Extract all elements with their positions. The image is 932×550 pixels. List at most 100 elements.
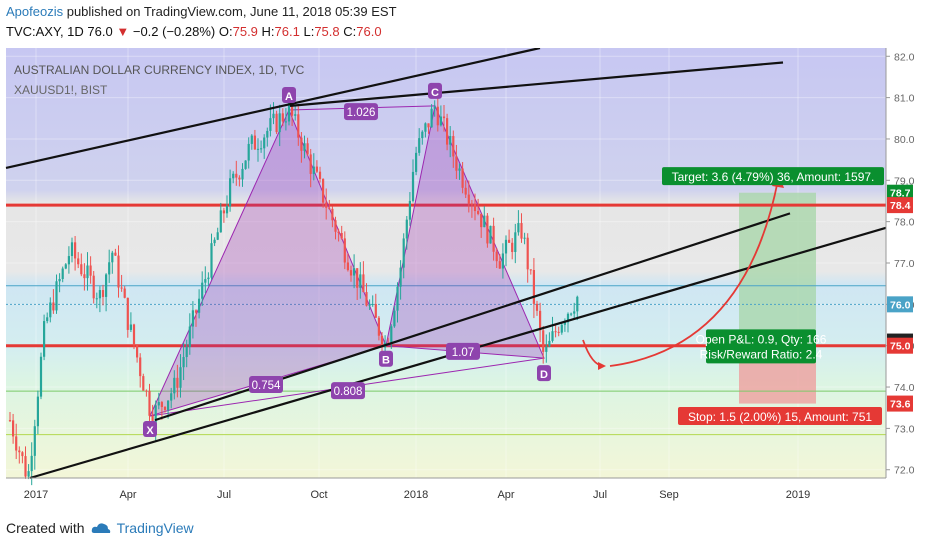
candle-body bbox=[12, 420, 15, 437]
candle-body bbox=[281, 113, 284, 122]
pattern-point-badge bbox=[537, 365, 551, 382]
candle-body bbox=[520, 223, 523, 239]
tradingview-brand[interactable]: TradingView bbox=[116, 520, 194, 536]
candle-body bbox=[33, 426, 36, 456]
candle-body bbox=[238, 177, 241, 180]
author-link[interactable]: Apofeozis bbox=[6, 4, 64, 19]
candle-body bbox=[334, 220, 337, 232]
upper-trendline-2 bbox=[289, 61, 784, 107]
candle-body bbox=[455, 156, 458, 171]
price-tag bbox=[887, 197, 913, 214]
chart-title: AUSTRALIAN DOLLAR CURRENCY INDEX, 1D, TV… bbox=[14, 63, 305, 77]
candle-body bbox=[467, 194, 470, 204]
price-tag bbox=[887, 395, 913, 412]
candle-body bbox=[365, 292, 368, 306]
low-value: 75.8 bbox=[314, 24, 340, 39]
candle-body bbox=[396, 286, 399, 311]
target-label-box bbox=[662, 167, 884, 186]
candle-body bbox=[508, 239, 511, 243]
candle-body bbox=[157, 402, 160, 406]
candle-body bbox=[111, 252, 114, 263]
pattern-point-badge bbox=[379, 350, 393, 367]
candle-body bbox=[185, 346, 188, 358]
upper-trendline-1 bbox=[5, 48, 541, 169]
pattern-point-label: X bbox=[146, 425, 154, 437]
x-tick-label: 2018 bbox=[404, 489, 428, 501]
low-label: L: bbox=[303, 24, 315, 39]
tradingview-cloud-icon bbox=[91, 523, 110, 533]
y-tick-label: 82.0 bbox=[894, 51, 915, 63]
candle-body bbox=[120, 287, 123, 289]
candle-body bbox=[337, 231, 340, 233]
candle-body bbox=[557, 331, 560, 333]
candle-body bbox=[349, 270, 353, 276]
y-tick-label: 77.0 bbox=[894, 258, 915, 270]
candle-body bbox=[470, 203, 473, 205]
symbol-name: TVC:AXY, 1D bbox=[6, 24, 84, 39]
candle-body bbox=[535, 303, 539, 311]
pattern-point-badge bbox=[428, 82, 442, 99]
y-tick-label: 81.0 bbox=[894, 93, 915, 105]
ratio-label: 0.808 bbox=[334, 386, 363, 398]
red-arrow-up bbox=[609, 179, 779, 367]
candle-body bbox=[179, 367, 182, 388]
candle-body bbox=[501, 253, 504, 269]
ratio-label: 0.754 bbox=[252, 380, 281, 392]
candle-body bbox=[52, 302, 55, 311]
pattern-point-label: C bbox=[431, 87, 439, 99]
candle-body bbox=[560, 324, 563, 333]
candle-body bbox=[284, 121, 287, 123]
candle-body bbox=[30, 455, 33, 472]
candle-body bbox=[250, 135, 253, 144]
candle-body bbox=[95, 298, 98, 300]
x-tick-label: Apr bbox=[119, 489, 136, 501]
candle-body bbox=[309, 154, 312, 174]
chart-area[interactable]: 82.0 81.0 80.0 79.0 78.0 77.0 76.0 75.0 74.0 73.0… bbox=[0, 48, 932, 510]
candle-body bbox=[563, 322, 566, 325]
x-tick-label: 2017 bbox=[24, 489, 48, 501]
price-tag-label: 78.7 bbox=[890, 188, 911, 200]
candle-body bbox=[64, 264, 67, 269]
candle-body bbox=[213, 239, 216, 244]
y-tick-label: 72.0 bbox=[894, 465, 915, 477]
candle-body bbox=[415, 152, 418, 172]
candle-body bbox=[36, 396, 39, 427]
last-price: 76.0 bbox=[87, 24, 113, 39]
candle-body bbox=[436, 106, 439, 126]
candle-body bbox=[70, 242, 74, 257]
candle-body bbox=[24, 456, 27, 477]
candle-body bbox=[399, 267, 402, 287]
price-tag bbox=[887, 184, 913, 201]
y-tick-label: 78.0 bbox=[894, 217, 915, 229]
position-label-text: Risk/Reward Ratio: 2.4 bbox=[700, 347, 823, 361]
candle-body bbox=[300, 137, 303, 151]
candle-body bbox=[421, 131, 424, 139]
candle-body bbox=[483, 215, 486, 228]
ratio-badge bbox=[446, 342, 480, 360]
price-tag-label: 75.0 bbox=[890, 341, 911, 353]
close-value: 76.0 bbox=[356, 24, 382, 39]
candle-body bbox=[390, 326, 393, 345]
candle-body bbox=[486, 215, 489, 244]
x-tick-label: 2019 bbox=[786, 489, 810, 501]
candle-body bbox=[253, 135, 256, 150]
price-tag-label: 78.4 bbox=[890, 200, 911, 212]
candle-body bbox=[201, 282, 204, 299]
candle-body bbox=[291, 102, 294, 116]
x-tick-label: Oct bbox=[310, 489, 327, 501]
y-tick-label: 73.0 bbox=[894, 423, 915, 435]
candle-body bbox=[278, 113, 281, 133]
chart-subtitle: XAUUSD1!, BIST bbox=[14, 83, 108, 97]
close-label: C: bbox=[343, 24, 357, 39]
candle-body bbox=[526, 237, 529, 270]
candle-body bbox=[163, 407, 167, 410]
candle-body bbox=[8, 420, 12, 422]
candle-body bbox=[39, 356, 43, 397]
y-tick-label: 74.0 bbox=[894, 382, 915, 394]
ratio-badge bbox=[249, 375, 283, 393]
open-value: 75.9 bbox=[232, 24, 258, 39]
pattern-point-badge bbox=[143, 420, 157, 437]
candle-body bbox=[504, 239, 508, 254]
candle-body bbox=[408, 200, 411, 220]
candle-body bbox=[514, 232, 517, 252]
